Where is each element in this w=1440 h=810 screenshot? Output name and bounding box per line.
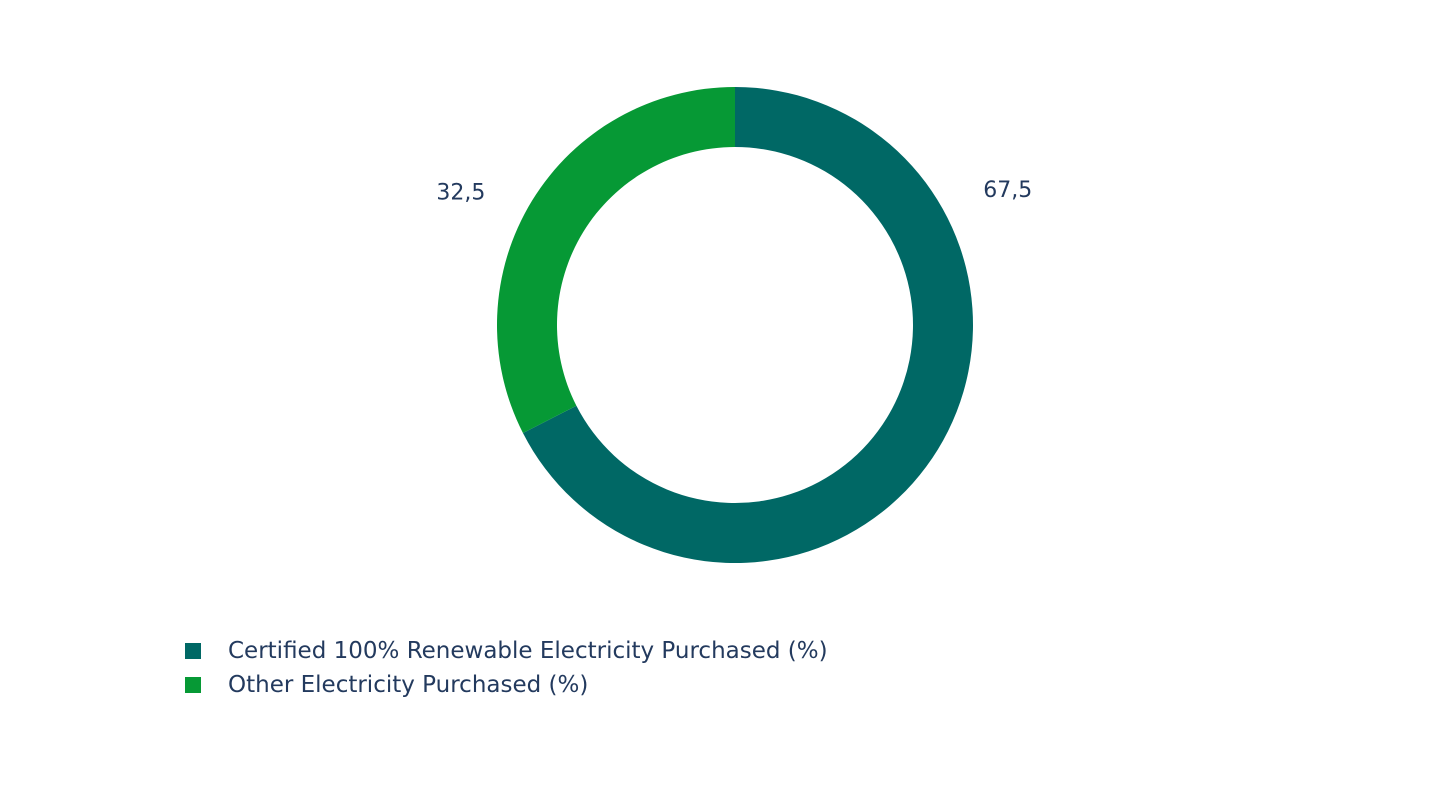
legend-swatch-renewable: [185, 643, 201, 659]
slice-1[interactable]: [496, 87, 735, 434]
data-label-0: 67,5: [983, 178, 1032, 203]
data-label-1: 32,5: [436, 181, 485, 206]
legend-swatch-other: [185, 677, 201, 693]
donut-slices: [496, 87, 974, 563]
data-labels: 67,5 32,5: [436, 178, 1032, 205]
legend-label-other: Other Electricity Purchased (%): [228, 672, 589, 698]
legend-item-renewable[interactable]: Certified 100% Renewable Electricity Pur…: [185, 634, 828, 668]
legend: Certified 100% Renewable Electricity Pur…: [185, 634, 828, 702]
legend-item-other[interactable]: Other Electricity Purchased (%): [185, 668, 828, 702]
legend-label-renewable: Certified 100% Renewable Electricity Pur…: [228, 638, 828, 664]
